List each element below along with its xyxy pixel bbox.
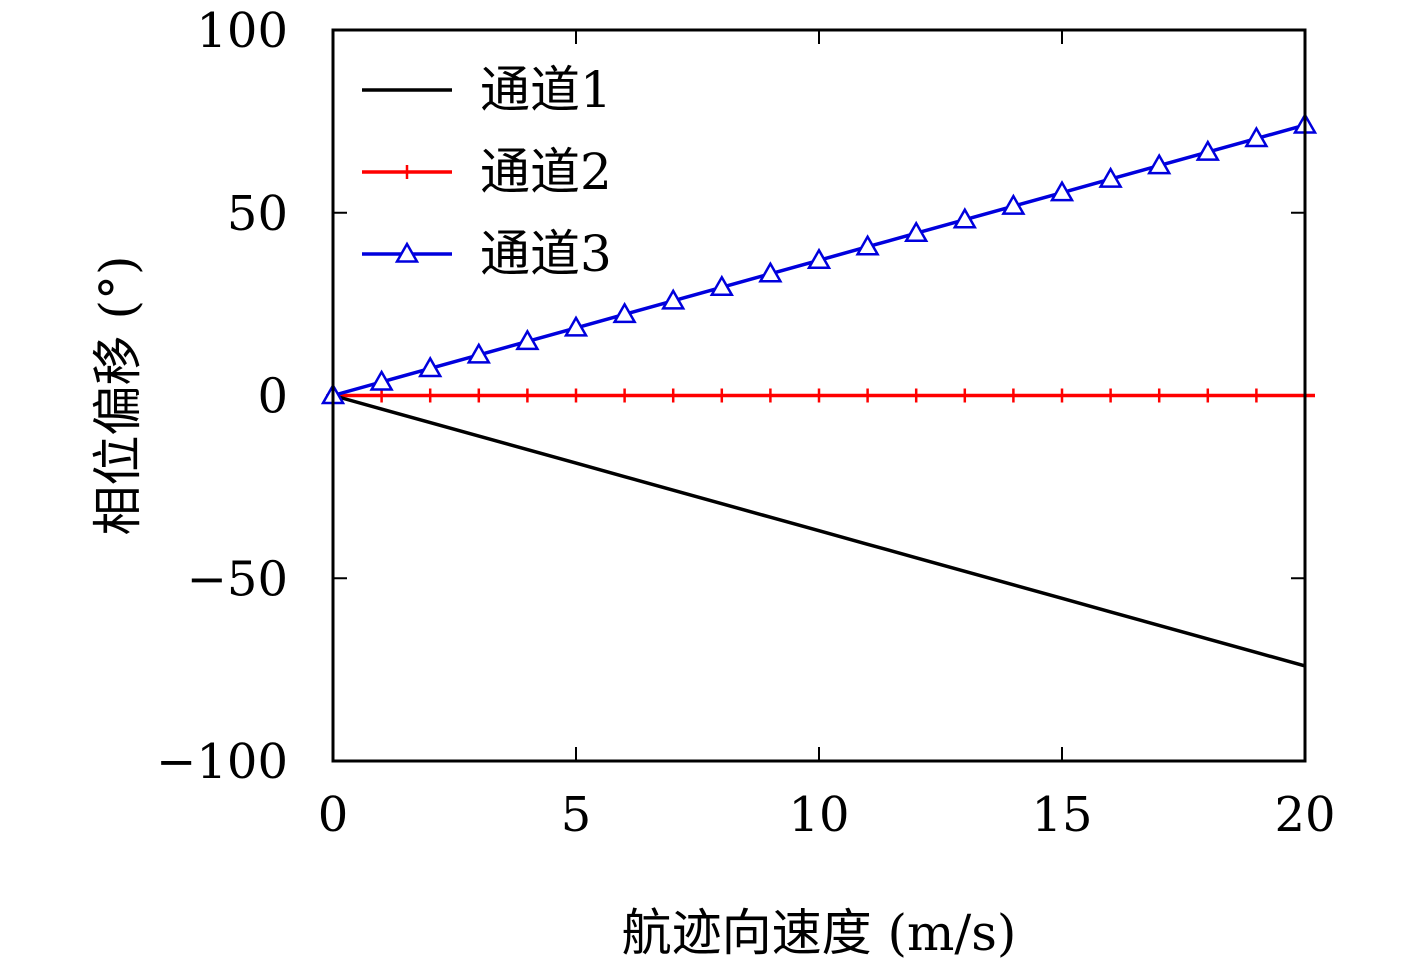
plot-frame (331, 28, 1307, 763)
x-tick-label: 20 (1274, 787, 1335, 843)
data-point-triangle (369, 369, 394, 391)
x-tick-label: 15 (1031, 787, 1092, 843)
data-point-plus (1103, 388, 1118, 403)
data-point-plus (520, 388, 535, 403)
data-point-triangle (1195, 139, 1220, 161)
data-point-triangle (394, 241, 420, 263)
x-tick-label: 10 (788, 787, 849, 843)
y-tick-label: −100 (156, 734, 288, 790)
data-point-triangle (1147, 153, 1172, 175)
data-point-plus (1152, 388, 1167, 403)
y-tick-label: −50 (187, 551, 288, 607)
data-point-plus (1006, 388, 1021, 403)
data-point-plus (423, 388, 438, 403)
data-point-triangle (612, 301, 637, 324)
data-point-triangle (515, 328, 540, 351)
data-point-triangle (952, 207, 977, 229)
legend: 通道1 通道2 通道3 (362, 61, 612, 283)
data-point-plus (860, 388, 875, 403)
series-1 (332, 393, 1306, 668)
series-layer (320, 112, 1318, 668)
legend-item: 通道2 (362, 143, 612, 201)
legend-label: 通道1 (480, 61, 612, 119)
data-point-triangle (661, 288, 686, 310)
data-point-triangle (904, 220, 929, 242)
series-3 (320, 112, 1318, 405)
y-axis-title: 相位偏移 (°) (89, 256, 147, 536)
data-point-triangle (563, 315, 589, 337)
data-point-plus (909, 388, 924, 403)
legend-item: 通道3 (362, 225, 612, 283)
data-point-plus (1200, 388, 1215, 403)
y-tick-label: 100 (196, 3, 288, 59)
data-point-plus (763, 388, 778, 403)
data-point-triangle (466, 342, 491, 364)
data-point-plus (374, 388, 389, 403)
data-point-plus (714, 388, 729, 403)
data-point-plus (400, 165, 414, 179)
data-point-plus (617, 388, 632, 403)
x-tick-label: 0 (318, 787, 349, 843)
x-axis-title: 航迹向速度 (m/s) (622, 904, 1017, 962)
data-point-plus (569, 388, 583, 403)
legend-label: 通道3 (480, 225, 612, 283)
data-point-triangle (1001, 193, 1026, 215)
data-point-plus (812, 388, 826, 403)
data-point-plus (1249, 388, 1264, 403)
data-point-triangle (758, 261, 783, 283)
y-tick-label: 0 (257, 369, 288, 425)
y-tick-label: 50 (227, 186, 288, 242)
series-2 (326, 388, 1315, 403)
data-point-triangle (1049, 180, 1075, 202)
data-point-triangle (806, 247, 832, 270)
data-point-triangle (855, 234, 880, 256)
tick-labels: 0 5 10 15 20 −100 −50 0 50 100 (156, 3, 1335, 843)
data-point-plus (666, 388, 681, 403)
data-point-triangle (1244, 126, 1269, 148)
legend-label: 通道2 (480, 143, 612, 201)
data-point-triangle (1098, 166, 1123, 188)
data-point-plus (1055, 388, 1069, 403)
data-point-triangle (418, 355, 443, 378)
series-line (332, 393, 1306, 668)
data-point-plus (471, 388, 486, 403)
data-point-triangle (709, 274, 734, 297)
legend-item: 通道1 (362, 61, 612, 119)
x-tick-label: 5 (561, 787, 592, 843)
data-point-plus (957, 388, 972, 403)
